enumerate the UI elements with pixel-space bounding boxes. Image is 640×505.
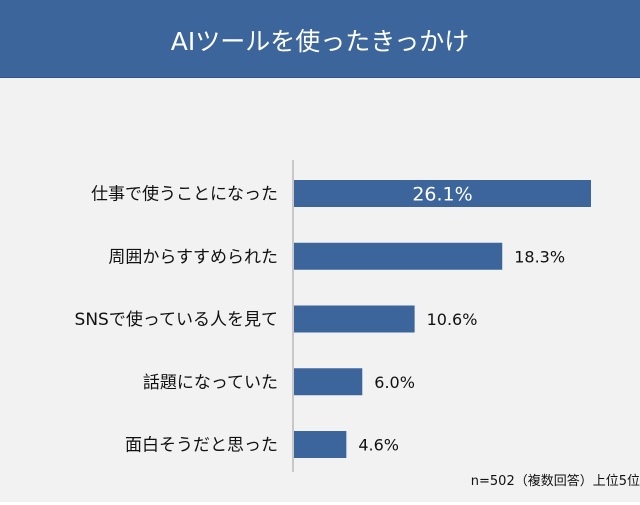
sample-note: n=502（複数回答）上位5位 xyxy=(470,474,640,489)
data-label: 4.6% xyxy=(358,436,399,455)
category-label: 面白そうだと思った xyxy=(125,436,278,456)
bar xyxy=(294,242,503,270)
category-label: 話題になっていた xyxy=(143,373,278,393)
category-label: 仕事で使うことになった xyxy=(91,184,278,205)
bar xyxy=(294,431,347,458)
data-label: 26.1% xyxy=(412,184,472,206)
bar xyxy=(294,368,363,396)
title-banner xyxy=(0,0,640,78)
bar xyxy=(294,305,415,333)
category-label: 周囲からすすめられた xyxy=(108,247,278,267)
bottom-strip xyxy=(0,502,640,505)
category-label: SNSで使っている人を見て xyxy=(75,309,278,330)
data-label: 6.0% xyxy=(374,373,415,392)
data-label: 10.6% xyxy=(427,310,478,329)
bar xyxy=(294,180,591,207)
chart-title: AIツールを使ったきっかけ xyxy=(170,27,470,56)
data-label: 18.3% xyxy=(514,247,565,266)
